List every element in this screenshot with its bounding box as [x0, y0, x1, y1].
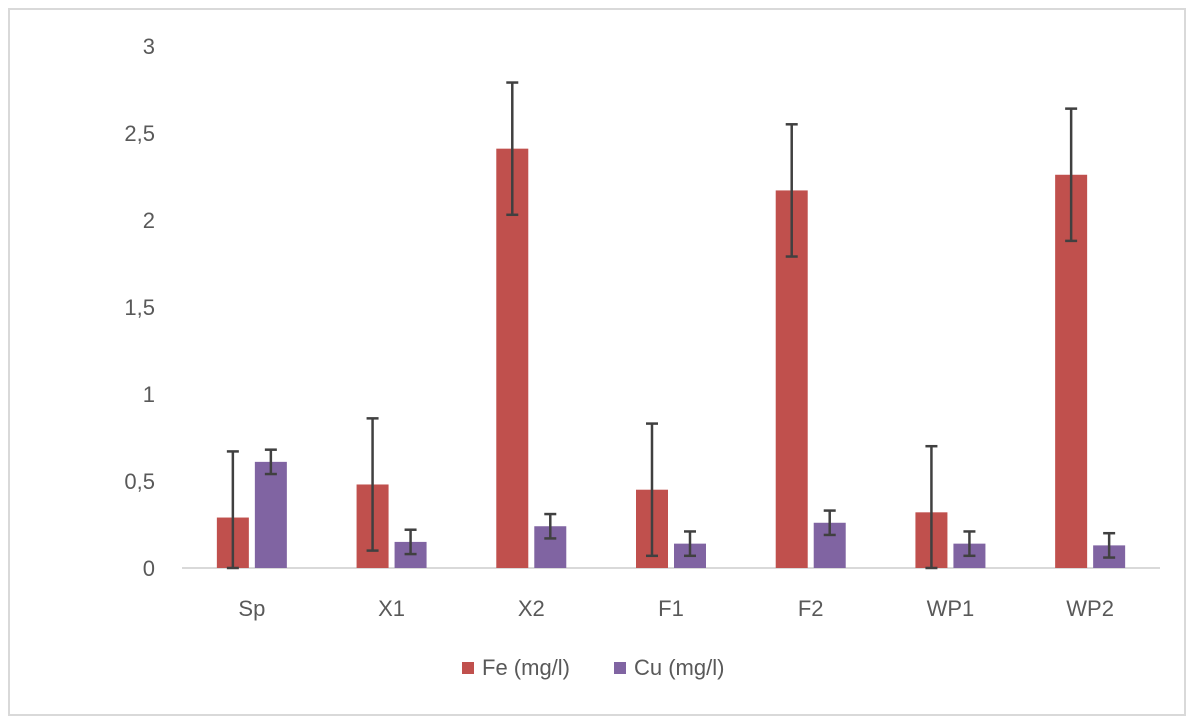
legend-swatch-fe — [462, 662, 474, 674]
y-tick-label: 2 — [143, 208, 155, 233]
x-tick-label: X1 — [378, 596, 405, 621]
bars — [216, 148, 1126, 569]
bar-chart: 0 0,5 1 1,5 2 2,5 3 Sp X1 X2 F1 F2 WP1 WP2 Fe (mg/l)… — [124, 34, 1160, 680]
chart-frame: 0 0,5 1 1,5 2 2,5 3 Sp X1 X2 F1 F2 WP1 WP2 Fe (mg/l)… — [8, 8, 1186, 716]
x-tick-label: F2 — [798, 596, 824, 621]
y-axis: 0 0,5 1 1,5 2 2,5 3 — [124, 34, 155, 581]
y-tick-label: 0 — [143, 556, 155, 581]
x-tick-label: Sp — [238, 596, 265, 621]
legend: Fe (mg/l) Cu (mg/l) — [462, 655, 724, 680]
x-tick-label: X2 — [518, 596, 545, 621]
y-tick-label: 0,5 — [124, 469, 155, 494]
x-axis: Sp X1 X2 F1 F2 WP1 WP2 — [182, 567, 1160, 621]
legend-label-cu: Cu (mg/l) — [634, 655, 724, 680]
x-tick-label: WP1 — [927, 596, 975, 621]
legend-label-fe: Fe (mg/l) — [482, 655, 570, 680]
bar-fe-x2 — [496, 148, 529, 568]
y-tick-label: 2,5 — [124, 121, 155, 146]
legend-swatch-cu — [614, 662, 626, 674]
y-tick-label: 1,5 — [124, 295, 155, 320]
y-tick-label: 1 — [143, 382, 155, 407]
x-tick-label: WP2 — [1066, 596, 1114, 621]
y-tick-label: 3 — [143, 34, 155, 59]
bar-cu-sp — [254, 461, 287, 568]
x-tick-label: F1 — [658, 596, 684, 621]
error-bars — [226, 81, 1116, 570]
